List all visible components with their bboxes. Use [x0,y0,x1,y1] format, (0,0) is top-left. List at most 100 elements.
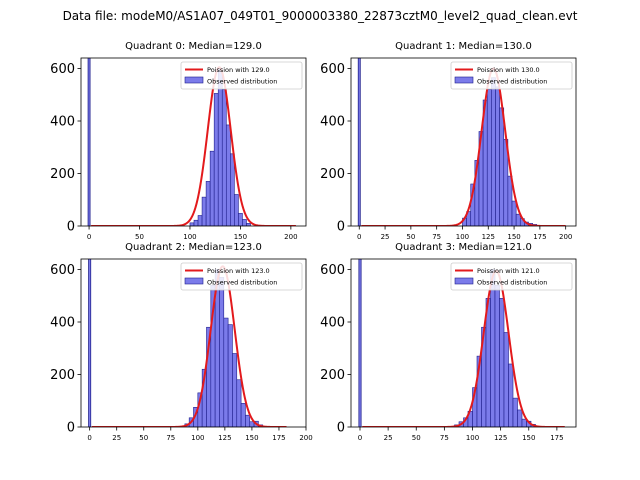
x-tick-label: 50 [139,434,148,442]
legend-line-label: Poission with 121.0 [477,267,540,275]
x-tick-label: 25 [112,434,121,442]
x-tick-label: 0 [358,434,362,442]
plot-area [357,58,566,226]
x-tick-label: 125 [494,434,507,442]
legend-bar-swatch [454,277,474,285]
y-tick-label: 600 [320,62,345,77]
legend-bar-swatch [184,277,204,285]
y-tick-label: 400 [50,115,75,130]
legend-line-label: Poission with 130.0 [477,66,540,74]
x-tick-label: 50 [406,233,415,241]
histogram-bar [230,153,235,226]
x-tick-label: 75 [432,233,441,241]
quadrant-0-subplot: 0 50 100 150 200 0 200 400 600 Quadrant 0: Median… [50,41,307,241]
x-tick-label: 75 [440,434,449,442]
histogram-bar [234,194,239,226]
x-tick-label: 125 [218,434,231,442]
x-tick-label: 150 [245,434,258,442]
plot-area [358,259,565,427]
axes-frame [350,258,577,428]
histogram-bar [232,353,238,427]
histogram-bar [499,107,505,226]
histogram-bar [193,219,199,226]
axes-frame [350,57,577,227]
x-tick-label: 0 [87,434,91,442]
x-tick-label: 200 [284,233,297,241]
histogram-bar [240,403,246,427]
subplot-title: Quadrant 0: Median=129.0 [125,41,262,52]
poisson-curve [362,269,565,427]
histogram-bar [521,418,527,427]
axes-frame [80,258,307,428]
histogram-bar-zero-spike [88,259,92,427]
x-tick-label: 125 [482,233,495,241]
x-tick-label: 175 [533,233,546,241]
x-tick-label: 100 [183,233,196,241]
y-tick-label: 200 [50,368,75,383]
y-tick-label: 200 [320,167,345,182]
legend-box [180,262,303,291]
y-tick-label: 0 [67,421,75,436]
x-tick-label: 0 [87,233,91,241]
y-tick-label: 0 [67,220,75,235]
legend-bar-label: Observed distribution [207,279,277,287]
histogram-bar-zero-spike [357,58,361,226]
histogram-bar [512,397,518,427]
histogram-bar [238,213,243,226]
histogram-bar [515,213,521,226]
x-tick-label: 100 [456,233,469,241]
histogram-bar [197,215,203,226]
x-tick-label: 175 [272,434,285,442]
histogram-bar [227,324,233,427]
x-tick-label: 150 [234,233,247,241]
legend-bar-swatch [184,76,204,84]
y-tick-label: 200 [320,368,345,383]
x-tick-label: 175 [550,434,563,442]
histogram-bar [494,284,500,427]
legend-bar-label: Observed distribution [477,279,547,287]
histogram-bar [246,223,251,226]
y-tick-label: 200 [50,167,75,182]
histogram-bar-zero-spike [358,259,362,427]
x-tick-label: 100 [466,434,479,442]
histogram-bar [491,77,496,226]
histogram-bar [249,421,255,427]
x-tick-label: 100 [191,434,204,442]
subplot-title: Quadrant 1: Median=130.0 [395,41,532,52]
histogram-bar [219,277,225,427]
x-tick-label: 50 [412,434,421,442]
histogram-bar [205,181,211,226]
y-tick-label: 600 [50,263,75,278]
histogram-bar [189,222,195,226]
y-tick-label: 400 [320,316,345,331]
legend-bar-label: Observed distribution [207,78,277,86]
histogram-bar [507,175,513,226]
histogram-bar [503,332,509,427]
y-tick-label: 0 [337,421,345,436]
histogram-bar [486,89,492,226]
legend-box [450,61,573,90]
x-tick-label: 25 [381,233,390,241]
quadrant-3-subplot: 0 25 50 75 100 125 150 175 0 200 400 600 Quadrant 3:… [320,242,577,442]
histogram-bar [236,379,242,427]
histogram-bar [217,68,223,226]
histogram-bar-zero-spike [87,58,91,226]
histogram-bar [511,200,517,226]
x-tick-label: 25 [384,434,393,442]
x-tick-label: 150 [522,434,535,442]
x-tick-label: 150 [507,233,520,241]
legend-box [180,61,303,90]
histogram-bar [499,298,505,427]
legend-bar-label: Observed distribution [477,78,547,86]
histogram-bar [209,150,215,226]
figure-suptitle: Data file: modeM0/AS1A07_049T01_90000033… [63,9,578,23]
histogram-bar [495,86,500,226]
histogram-bar [242,219,247,226]
subplot-title: Quadrant 3: Median=121.0 [395,242,532,253]
y-tick-label: 0 [337,220,345,235]
x-tick-label: 75 [166,434,175,442]
histogram-bar [490,269,496,427]
histogram-bar [201,196,207,226]
histogram-bar [517,409,523,427]
x-tick-label: 200 [559,233,572,241]
